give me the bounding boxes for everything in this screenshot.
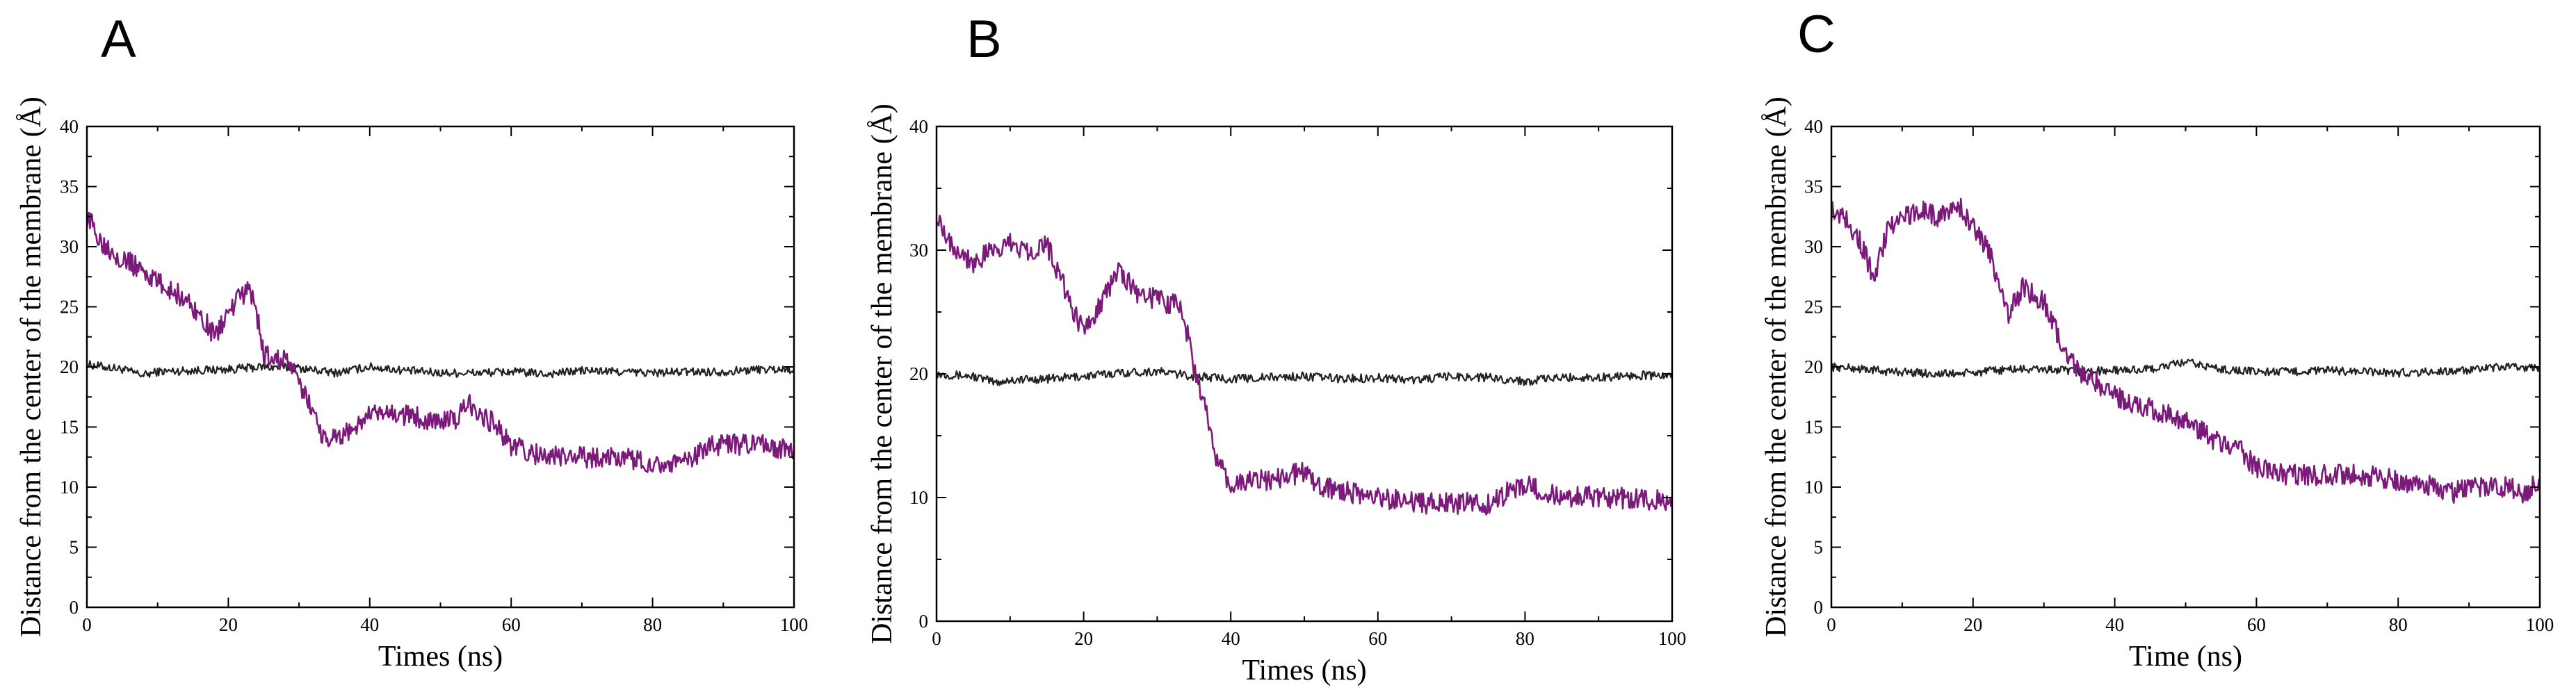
x-tick-label: 80 bbox=[643, 614, 662, 635]
x-tick-label: 100 bbox=[1658, 628, 1687, 649]
y-tick-label: 10 bbox=[909, 487, 928, 508]
panel-letter: A bbox=[101, 10, 136, 69]
y-tick-label: 10 bbox=[60, 477, 79, 498]
y-tick-label: 0 bbox=[919, 611, 929, 632]
y-axis-title: Distance from the center of the membrane… bbox=[1760, 97, 1792, 637]
plot-frame bbox=[935, 125, 1674, 623]
y-tick-label: 40 bbox=[909, 116, 928, 137]
panel-a: A 0 20 40 60 80 100 0 5 10 15 20 25 30 35 40 Times (ns) D… bbox=[15, 10, 808, 673]
series-line-peptide bbox=[936, 215, 1674, 516]
y-tick-label: 15 bbox=[1804, 417, 1823, 438]
y-tick-label: 25 bbox=[60, 297, 79, 318]
y-tick-label: 10 bbox=[1804, 477, 1823, 498]
x-tick-label: 20 bbox=[219, 614, 238, 635]
x-tick-label: 20 bbox=[1074, 628, 1093, 649]
y-tick-label: 5 bbox=[70, 537, 79, 558]
y-axis-title: Distance from the center of the membrane… bbox=[866, 104, 898, 644]
x-tick-label: 100 bbox=[780, 614, 809, 635]
x-axis-title: Times (ns) bbox=[1242, 655, 1366, 687]
x-tick-label: 80 bbox=[1516, 628, 1534, 649]
y-tick-label: 0 bbox=[1814, 597, 1824, 618]
x-axis-title: Times (ns) bbox=[378, 641, 503, 673]
y-tick-label: 25 bbox=[1804, 297, 1823, 318]
x-tick-label: 60 bbox=[1368, 628, 1387, 649]
y-tick-label: 40 bbox=[1804, 116, 1823, 137]
x-tick-label: 100 bbox=[2526, 614, 2554, 635]
x-tick-label: 40 bbox=[1222, 628, 1240, 649]
y-tick-label: 40 bbox=[60, 116, 79, 137]
panel-letter: C bbox=[1797, 5, 1836, 64]
y-tick-label: 20 bbox=[60, 356, 79, 377]
x-axis-title: Time (ns) bbox=[2129, 641, 2242, 673]
series-line-reference bbox=[1830, 359, 2541, 378]
x-tick-label: 0 bbox=[932, 628, 941, 649]
x-tick-label: 60 bbox=[2247, 614, 2266, 635]
series-line-reference bbox=[936, 367, 1674, 386]
x-tick-label: 40 bbox=[360, 614, 379, 635]
y-tick-label: 30 bbox=[1804, 236, 1823, 257]
panel-letter: B bbox=[966, 10, 1002, 69]
plot-frame bbox=[86, 125, 795, 609]
x-tick-label: 0 bbox=[1826, 614, 1836, 635]
y-tick-label: 30 bbox=[909, 240, 928, 261]
x-tick-label: 20 bbox=[1963, 614, 1982, 635]
x-tick-label: 40 bbox=[2105, 614, 2124, 635]
plot-frame bbox=[1830, 125, 2541, 609]
y-tick-label: 30 bbox=[60, 236, 79, 257]
x-tick-label: 60 bbox=[502, 614, 521, 635]
x-tick-label: 0 bbox=[82, 614, 92, 635]
y-tick-label: 35 bbox=[1804, 176, 1823, 197]
y-tick-label: 5 bbox=[1814, 537, 1824, 558]
y-tick-label: 15 bbox=[60, 417, 79, 438]
series-line-peptide bbox=[1830, 197, 2541, 504]
y-tick-label: 0 bbox=[70, 597, 79, 618]
y-tick-label: 35 bbox=[60, 176, 79, 197]
series-line-reference bbox=[86, 360, 795, 379]
x-tick-label: 80 bbox=[2389, 614, 2408, 635]
series-line-peptide bbox=[86, 211, 795, 474]
y-tick-label: 20 bbox=[909, 363, 928, 384]
y-tick-label: 20 bbox=[1804, 356, 1823, 377]
y-axis-title: Distance from the center of the membrane… bbox=[15, 97, 47, 637]
